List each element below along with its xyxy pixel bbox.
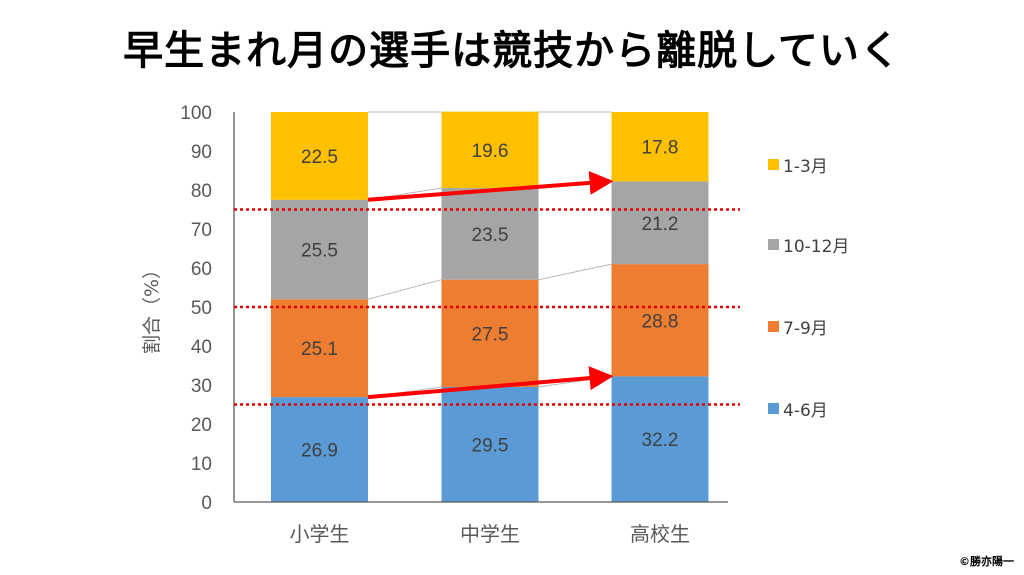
legend-item: 7-9月 bbox=[768, 314, 828, 339]
bar-segment bbox=[271, 299, 368, 398]
bar-segment bbox=[441, 386, 539, 502]
chart-title: 早生まれ月の選手は競技から離脱していく bbox=[123, 28, 901, 74]
y-axis-label: 割合（%） bbox=[141, 260, 163, 354]
x-tick-label: 中学生 bbox=[460, 522, 520, 546]
data-label: 19.6 bbox=[472, 141, 509, 162]
y-tick-label: 20 bbox=[191, 415, 212, 436]
legend-label: 4-6月 bbox=[783, 401, 828, 421]
y-tick-label: 40 bbox=[191, 337, 212, 358]
legend-label: 10-12月 bbox=[783, 237, 850, 257]
legend-swatch bbox=[768, 159, 779, 170]
bar-segment bbox=[611, 264, 709, 377]
legend-item: 1-3月 bbox=[768, 152, 828, 177]
legend-item: 10-12月 bbox=[768, 232, 849, 257]
x-tick-label: 高校生 bbox=[630, 522, 690, 546]
data-label: 25.5 bbox=[301, 240, 338, 261]
legend-swatch bbox=[768, 321, 779, 332]
bar-segment bbox=[271, 199, 368, 300]
data-label: 21.2 bbox=[642, 214, 679, 235]
data-label: 25.1 bbox=[301, 339, 338, 360]
bar-segment bbox=[271, 397, 368, 502]
y-tick-label: 30 bbox=[191, 376, 212, 397]
data-label: 17.8 bbox=[642, 138, 679, 159]
legend-swatch bbox=[768, 403, 779, 414]
trend-arrow bbox=[367, 170, 614, 202]
data-label: 26.9 bbox=[301, 441, 338, 462]
bar-segment bbox=[441, 279, 539, 387]
data-label: 28.8 bbox=[642, 311, 679, 332]
y-tick-label: 80 bbox=[191, 181, 212, 202]
data-label: 29.5 bbox=[472, 435, 509, 456]
data-label: 32.2 bbox=[642, 430, 679, 451]
y-tick-label: 70 bbox=[191, 220, 212, 241]
y-tick-label: 100 bbox=[180, 103, 212, 124]
y-tick-label: 60 bbox=[191, 259, 212, 280]
bar-segment bbox=[611, 376, 709, 502]
bar-segment bbox=[441, 188, 539, 280]
bar-segment bbox=[611, 112, 709, 182]
legend-label: 7-9月 bbox=[783, 319, 828, 339]
trend-arrow bbox=[367, 366, 614, 400]
x-tick-label: 小学生 bbox=[290, 522, 350, 546]
legend-swatch bbox=[768, 239, 779, 250]
series-connector-line bbox=[538, 263, 612, 281]
y-tick-label: 10 bbox=[191, 454, 212, 475]
data-label: 22.5 bbox=[301, 147, 338, 168]
y-tick-label: 0 bbox=[201, 493, 212, 514]
bar-segment bbox=[271, 112, 368, 200]
y-tick-label: 50 bbox=[191, 298, 212, 319]
copyright-text: ©勝亦陽一 bbox=[959, 555, 1014, 568]
y-tick-label: 90 bbox=[191, 142, 212, 163]
legend-label: 1-3月 bbox=[783, 157, 828, 177]
bar-segment bbox=[441, 111, 539, 189]
series-connector-line bbox=[367, 279, 442, 300]
legend-item: 4-6月 bbox=[768, 396, 828, 421]
data-label: 23.5 bbox=[472, 225, 509, 246]
bar-segment bbox=[611, 181, 709, 265]
data-label: 27.5 bbox=[472, 324, 509, 345]
